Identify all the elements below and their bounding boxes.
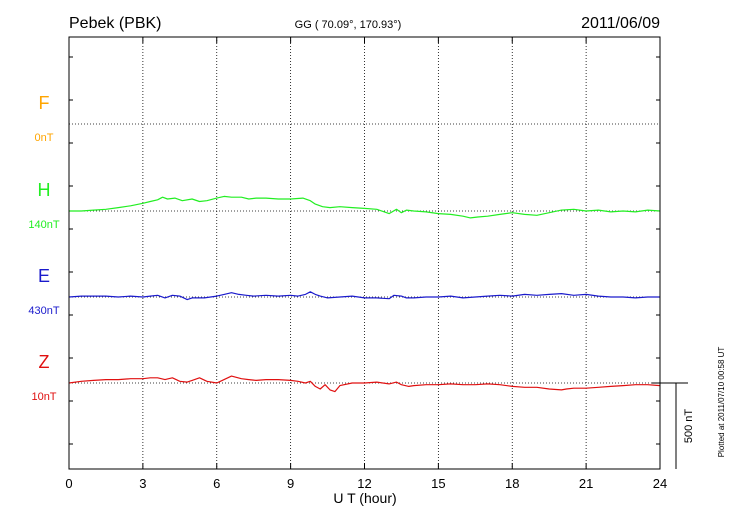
x-tick-label: 9: [287, 476, 294, 491]
date-label: 2011/06/09: [581, 15, 660, 32]
series-line-H: [69, 195, 661, 219]
series-offset-E: 430nT: [28, 305, 59, 317]
x-tick-label: 15: [431, 476, 445, 491]
series-offset-Z: 10nT: [31, 391, 56, 403]
series-offset-F: 0nT: [35, 132, 54, 144]
series-labels: F 0nT H 140nT E 430nT Z 10nT: [28, 93, 59, 403]
scale-bar-label: 500 nT: [683, 409, 695, 444]
x-tick-label: 0: [65, 476, 72, 491]
coordinates: GG ( 70.09°, 170.93°): [295, 19, 402, 31]
series-name-Z: Z: [39, 352, 50, 372]
x-tick-label: 18: [505, 476, 519, 491]
x-tick-label: 21: [579, 476, 593, 491]
x-tick-label: 3: [139, 476, 146, 491]
x-axis-label: U T (hour): [333, 490, 396, 506]
x-tick-label: 6: [213, 476, 220, 491]
series-layer: [68, 195, 661, 393]
series-line-Z: [68, 375, 661, 393]
plotted-timestamp: Plotted at 2011/07/10 00:58 UT: [717, 347, 726, 458]
series-name-F: F: [39, 93, 50, 113]
x-tick-label: 12: [357, 476, 371, 491]
series-line-E: [68, 291, 660, 301]
grid-lines: [69, 37, 660, 469]
station-title: Pebek (PBK): [69, 15, 161, 32]
series-offset-H: 140nT: [28, 219, 59, 231]
series-name-E: E: [38, 266, 50, 286]
x-tick-label: 24: [653, 476, 667, 491]
x-ticks: 0 3 6 9 12 15 18 21 24: [65, 37, 667, 491]
scale-bar: 500 nT: [652, 382, 695, 469]
series-name-H: H: [38, 180, 51, 200]
